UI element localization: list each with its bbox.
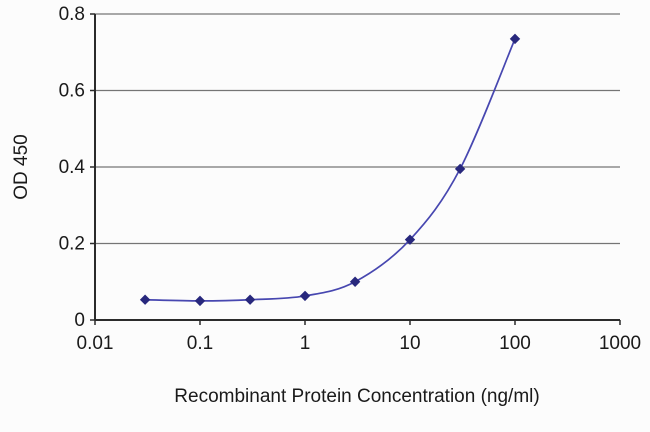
data-point-marker: [299, 290, 311, 302]
data-point-marker: [454, 163, 466, 175]
x-tick-label: 10: [399, 333, 420, 354]
data-point-marker: [509, 33, 521, 45]
y-axis-title: OD 450: [11, 134, 32, 200]
data-point-marker: [404, 234, 416, 245]
data-point-marker: [349, 276, 361, 287]
y-tick-label: 0.4: [59, 157, 86, 178]
x-tick-label: 0.01: [77, 333, 114, 354]
y-tick-label: 0.6: [59, 81, 85, 102]
data-point-marker: [244, 294, 256, 305]
x-tick-label: 1: [300, 333, 311, 354]
data-point-marker: [139, 294, 151, 305]
data-point-marker: [194, 295, 206, 307]
y-tick-label: 0.2: [59, 234, 85, 255]
x-tick-label: 0.1: [187, 333, 213, 354]
x-tick-label: 100: [499, 333, 531, 354]
y-tick-label: 0.8: [59, 4, 85, 25]
y-tick-label: 0: [74, 310, 85, 331]
x-axis-title: Recombinant Protein Concentration (ng/ml…: [174, 386, 540, 407]
x-tick-label: 1000: [599, 333, 641, 354]
